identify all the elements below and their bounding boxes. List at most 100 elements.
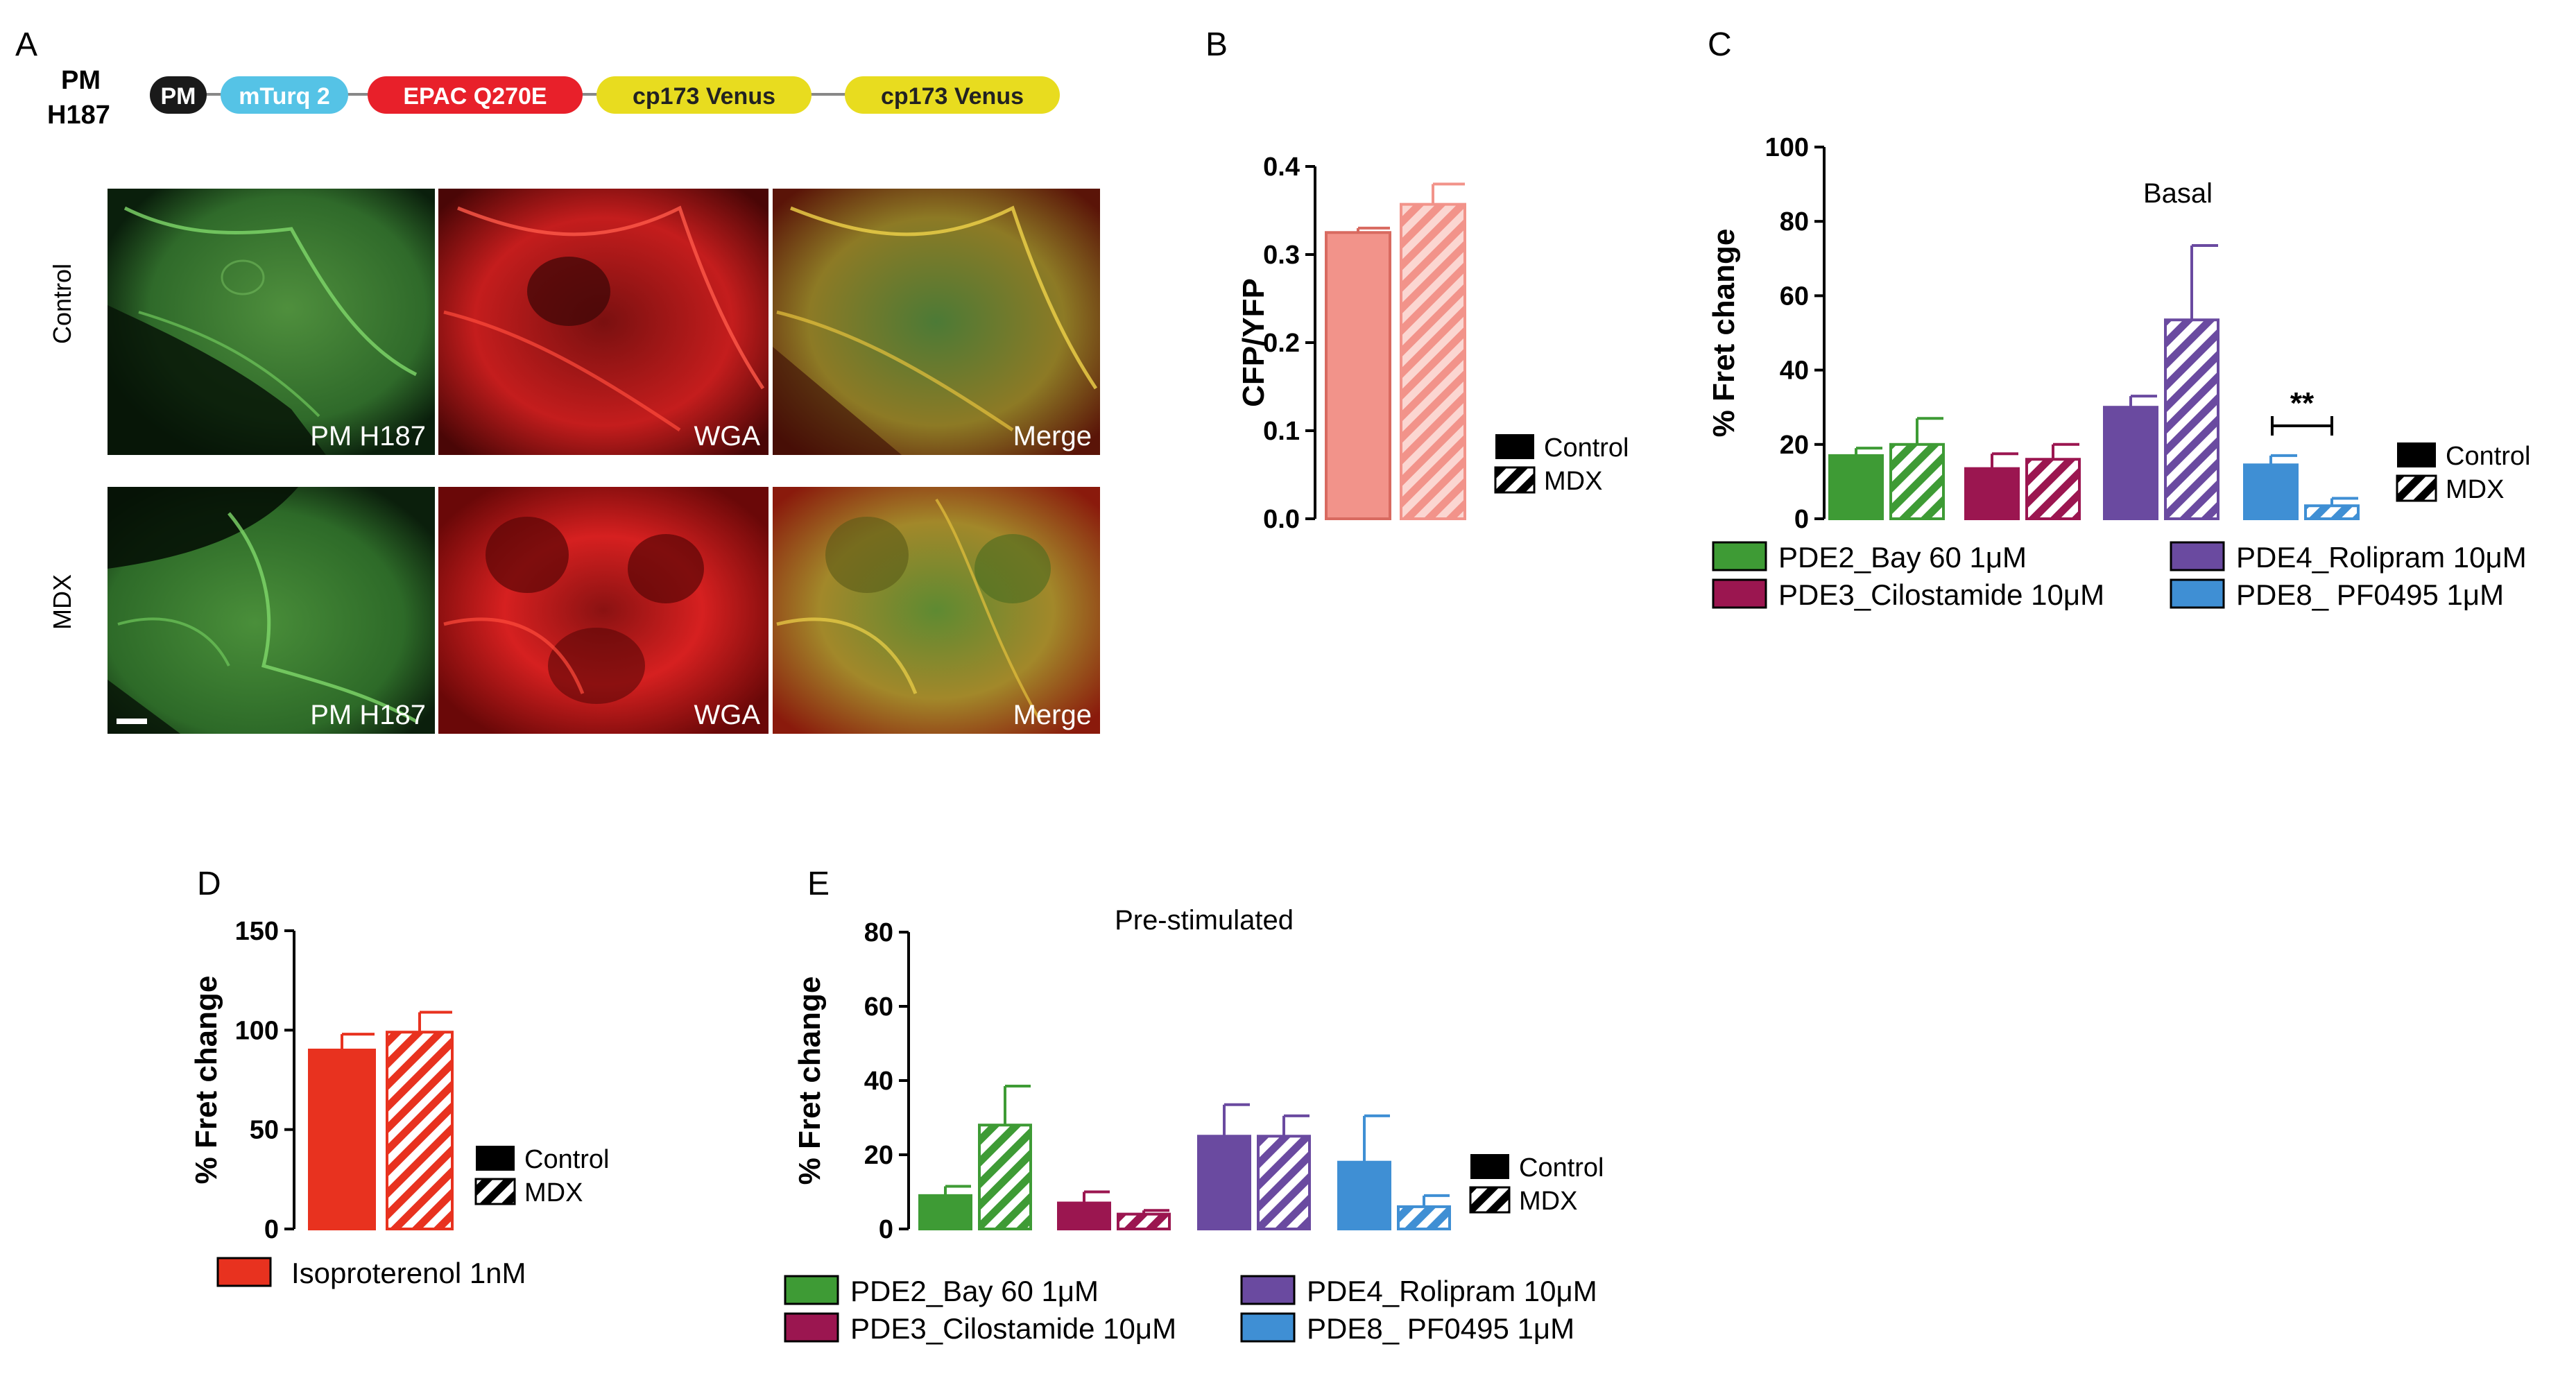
legend-e-swatch-mdx [1469, 1186, 1511, 1214]
micrograph-mdx-merge [773, 487, 1100, 734]
bar-e-control-pde8 [1337, 1160, 1391, 1230]
legend-label-pde3: PDE3_Cilostamide 10μM [1778, 578, 2104, 611]
bar-c-mdx-pde4 [2164, 318, 2219, 520]
construct-block-0 [150, 76, 207, 114]
chart-c: 0 20 40 60 80 100 % Fret change Basal ** Control M… [1707, 133, 2531, 611]
scale-bar [117, 719, 147, 724]
micrograph-mdx-wga [438, 487, 768, 734]
chart-e-title: Pre-stimulated [1115, 905, 1294, 936]
bar-e-mdx-pde8 [1397, 1205, 1451, 1231]
legend-d-swatch-control [476, 1146, 515, 1171]
row-label-control: Control [48, 264, 76, 344]
bar-b-0 [1325, 231, 1391, 520]
micrograph-control-pm-h187 [108, 189, 435, 455]
legend-c-label-control: Control [2446, 442, 2531, 471]
y-axis-label: % Fret change [189, 976, 223, 1185]
y-tick-label: 80 [864, 918, 893, 947]
row-label-mdx: MDX [48, 574, 76, 630]
construct-diagram: PM H187 PM mTurq 2 EPAC Q270E cp173 Venus cp… [47, 66, 1060, 130]
y-tick-label: 0.1 [1263, 417, 1300, 446]
legend-swatch-pde3 [784, 1312, 839, 1343]
micrograph-label-merge: Merge [1013, 421, 1092, 452]
y-tick-label: 40 [1780, 356, 1809, 386]
legend-label-pde4: PDE4_Rolipram 10μM [1307, 1275, 1597, 1307]
bar-d-control [308, 1049, 376, 1230]
construct-block-3 [596, 76, 812, 114]
construct-block-2 [368, 76, 583, 114]
y-tick-label: 0.4 [1263, 153, 1300, 182]
y-tick-label: 150 [235, 917, 279, 946]
y-tick-label: 0.3 [1263, 241, 1300, 270]
bar-e-mdx-pde4 [1257, 1135, 1311, 1230]
construct-block-label-4: cp173 Venus [881, 83, 1024, 110]
legend-b-label-mdx: MDX [1544, 467, 1602, 496]
legend-c-swatch-mdx [2396, 474, 2437, 502]
legend-swatch-pde2 [784, 1275, 839, 1305]
bar-e-control-pde2 [918, 1194, 972, 1230]
legend-label-iso: Isoproterenol 1nM [291, 1257, 526, 1289]
legend-label-pde8: PDE8_ PF0495 1μM [2236, 578, 2504, 611]
construct-label-line1: PM [61, 66, 101, 95]
panel-letter-a: A [15, 26, 37, 63]
legend-swatch-pde4 [2170, 541, 2225, 571]
significance-marker: ** [2290, 386, 2315, 420]
micrograph-control-wga [438, 189, 768, 455]
bar-c-mdx-pde2 [1889, 442, 1945, 520]
bar-e-control-pde3 [1057, 1201, 1111, 1231]
bar-e-control-pde4 [1197, 1135, 1251, 1230]
panel-letter-b: B [1205, 26, 1228, 63]
y-tick-label: 0.2 [1263, 329, 1300, 358]
micrograph-label-merge-mdx: Merge [1013, 700, 1092, 730]
y-tick-label: 100 [1765, 133, 1809, 162]
y-tick-label: 20 [864, 1141, 893, 1170]
bar-c-mdx-pde3 [2025, 458, 2081, 520]
y-tick-label: 20 [1780, 431, 1809, 460]
y-tick-label: 40 [864, 1067, 893, 1096]
legend-swatch-pde8 [1240, 1312, 1296, 1343]
y-tick-label: 0 [879, 1215, 893, 1244]
y-tick-label: 0 [1794, 505, 1809, 534]
panel-letter-c: C [1708, 26, 1732, 63]
legend-label-pde8: PDE8_ PF0495 1μM [1307, 1312, 1574, 1345]
chart-e: 0 20 40 60 80 % Fret change Pre-stimulated Cont… [784, 905, 1604, 1345]
y-axis-label: CFP/YFP [1237, 278, 1271, 407]
y-axis-label: % Fret change [1707, 229, 1741, 438]
chart-b: 0.0 0.1 0.2 0.3 0.4 CFP/YFP Control MDX [1237, 153, 1629, 534]
legend-swatch-pde8 [2170, 578, 2225, 609]
legend-swatch-pde4 [1240, 1275, 1296, 1305]
legend-e-swatch-control [1470, 1154, 1509, 1179]
legend-d-label-mdx: MDX [524, 1178, 583, 1207]
panel-letter-d: D [197, 866, 221, 902]
bar-d-mdx [386, 1031, 454, 1230]
micrograph-label-pm-h187-mdx: PM H187 [310, 700, 426, 730]
construct-block-4 [845, 76, 1060, 114]
bar-c-mdx-pde8 [2304, 504, 2360, 520]
legend-b-swatch-mdx [1494, 466, 1536, 494]
bar-e-mdx-pde3 [1117, 1212, 1171, 1230]
legend-swatch-iso [216, 1257, 272, 1287]
micrograph-control-merge [773, 189, 1100, 455]
bar-c-control-pde4 [2103, 406, 2158, 521]
legend-d-swatch-mdx [474, 1178, 516, 1205]
construct-block-label-1: mTurq 2 [239, 83, 330, 110]
chart-c-title: Basal [2143, 178, 2213, 209]
construct-block-label-2: EPAC Q270E [403, 83, 547, 110]
y-tick-label: 100 [235, 1016, 279, 1045]
chart-d: 0 50 100 150 % Fret change Control MDX Isoprote… [189, 917, 610, 1289]
construct-block-label-0: PM [161, 83, 196, 110]
bar-c-control-pde3 [1964, 467, 2020, 521]
legend-d-label-control: Control [524, 1145, 610, 1174]
legend-label-pde2: PDE2_Bay 60 1μM [1778, 541, 2027, 574]
y-tick-label: 0.0 [1263, 505, 1300, 534]
legend-label-pde4: PDE4_Rolipram 10μM [2236, 541, 2527, 574]
legend-e-label-control: Control [1519, 1153, 1604, 1182]
legend-e-label-mdx: MDX [1519, 1187, 1577, 1216]
bar-c-control-pde8 [2243, 463, 2299, 521]
legend-label-pde2: PDE2_Bay 60 1μM [850, 1275, 1099, 1307]
micrograph-label-wga-mdx: WGA [694, 700, 760, 730]
bar-e-mdx-pde2 [978, 1124, 1032, 1230]
y-tick-label: 50 [250, 1116, 279, 1145]
legend-c-swatch-control [2397, 442, 2436, 467]
y-tick-label: 80 [1780, 207, 1809, 237]
